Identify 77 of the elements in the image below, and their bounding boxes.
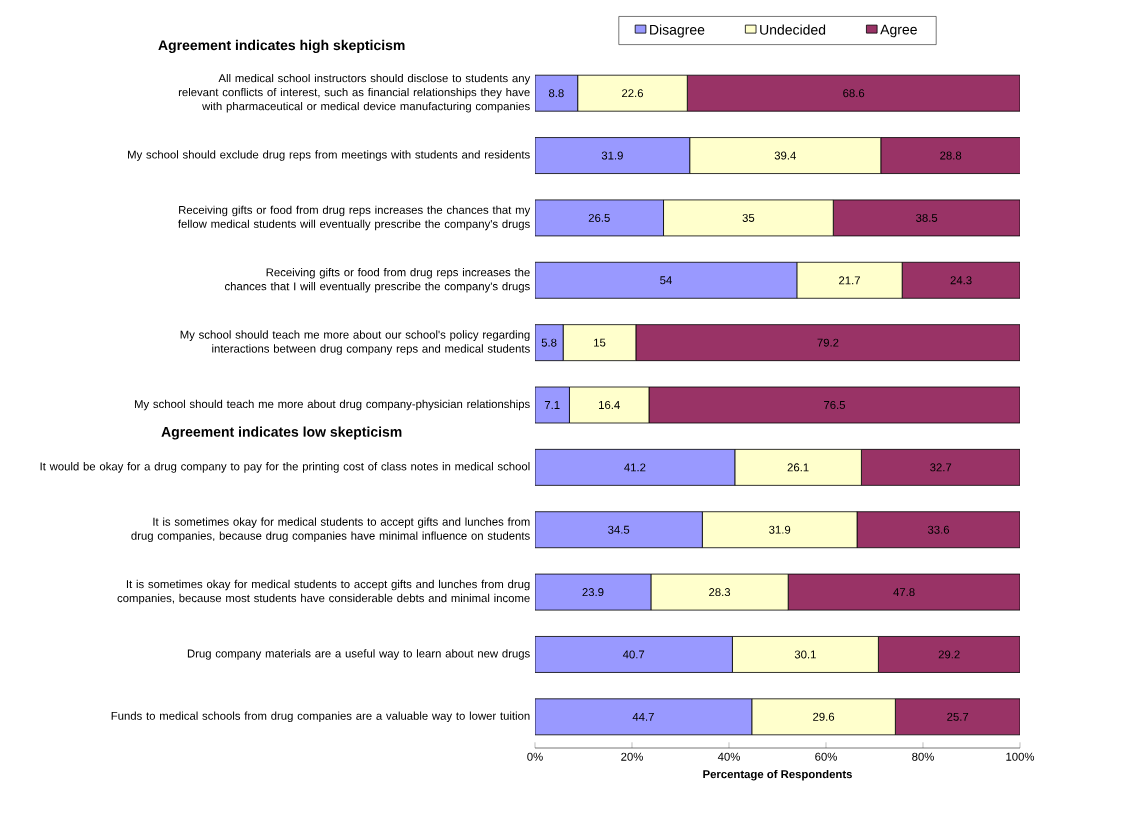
data-label: 33.6	[927, 525, 950, 534]
data-label: 30.1	[794, 650, 816, 659]
x-tick-label: 80%	[912, 752, 934, 761]
y-tick-label: My school should exclude drug reps from meetings with students and residents	[128, 150, 530, 161]
bar	[535, 511, 703, 549]
data-label: 28.3	[709, 588, 731, 597]
data-label: 41.2	[624, 463, 646, 472]
y-tick-label: It is sometimes okay for medical students to accept gifts and lunches from drug companies, because most students have considerable debts and minimal income	[117, 579, 530, 605]
y-tick-label: Funds to medical schools from drug companies are a valuable way to lower tuition	[111, 711, 530, 723]
bar	[880, 137, 1020, 174]
bar	[901, 261, 1020, 299]
data-label: 39.4	[774, 151, 796, 160]
data-label: 31.9	[769, 525, 791, 534]
bar	[535, 573, 652, 611]
data-label: 35	[742, 213, 755, 222]
y-tick-label: Drug company materials are a useful way to learn about new drugs	[187, 649, 530, 660]
bar	[535, 74, 579, 112]
data-label: 44.7	[632, 712, 654, 721]
y-tick-label: My school should teach me more about our school's policy regarding interactions between drug company reps and medical students	[180, 330, 530, 355]
data-label: 7.1	[544, 401, 560, 409]
bar	[877, 636, 1020, 673]
data-label: 28.8	[940, 151, 962, 160]
bar	[832, 199, 1020, 237]
bar	[856, 511, 1020, 549]
data-label: 40.7	[622, 650, 645, 659]
data-label: 24.3	[950, 276, 972, 285]
data-label: 76.5	[824, 400, 846, 409]
y-tick-label: All medical school instructors should disclose to students any relevant conflicts of interest, such as financial relationships they have with pharmaceutical or medical device manufacturing companies	[178, 73, 531, 113]
data-label: 16.4	[599, 400, 620, 409]
data-label: 34.5	[608, 525, 630, 534]
y-tick-label: Receiving gifts or food from drug reps increases the chances that I will eventually prescribe the company's drugs	[224, 267, 530, 293]
data-label: 22.6	[622, 89, 644, 98]
x-tick-label: 0%	[527, 752, 543, 761]
bar	[535, 448, 736, 486]
bar	[787, 573, 1020, 611]
data-label: 47.8	[893, 588, 915, 597]
bar	[535, 636, 733, 673]
data-label: 23.9	[582, 588, 604, 597]
data-label: 38.5	[916, 213, 938, 222]
data-label: 79.2	[817, 338, 839, 347]
data-label: 21.7	[839, 276, 860, 285]
bar	[535, 261, 798, 299]
data-label: 54	[660, 276, 672, 285]
text: Agreement indicates high skepticism	[158, 39, 405, 53]
data-label: 26.5	[588, 213, 610, 222]
bar	[861, 448, 1020, 486]
data-label: 32.7	[930, 463, 952, 472]
data-label: 31.9	[601, 151, 623, 160]
data-label: 8.8	[548, 89, 564, 98]
text: Agreement indicates low skepticism	[161, 426, 402, 440]
x-tick-label: 100%	[1006, 752, 1035, 761]
data-label: 68.6	[843, 89, 865, 98]
bar	[650, 573, 789, 611]
legend-label: Disagree	[650, 24, 705, 38]
data-label: 29.6	[813, 712, 835, 721]
x-tick-label: 60%	[815, 752, 837, 761]
legend-label: Agree	[880, 24, 917, 38]
y-tick-label: Receiving gifts or food from drug reps increases the chances that my fellow medical students will eventually prescribe the company's drugs	[178, 205, 531, 231]
bar	[535, 137, 691, 174]
y-tick-label: My school should teach me more about drug company-physician relationships	[134, 399, 530, 411]
bar	[648, 386, 1020, 424]
y-tick-label: It is sometimes okay for medical students to accept gifts and lunches from drug companies, because drug companies have minimal influence on students	[131, 517, 530, 542]
x-axis-title: Percentage of Respondents	[703, 769, 852, 781]
bar	[535, 199, 664, 237]
x-tick-label: 40%	[717, 752, 740, 761]
data-label: 15	[594, 338, 606, 347]
legend-label: Undecided	[760, 24, 826, 35]
data-label: 26.1	[787, 463, 809, 472]
bar	[894, 698, 1020, 736]
bar	[635, 324, 1020, 362]
y-tick-label: It would be okay for a drug company to pay for the printing cost of class notes in medical school	[40, 462, 530, 473]
bar	[535, 698, 753, 736]
bar	[686, 74, 1020, 112]
data-label: 25.7	[947, 712, 969, 721]
x-tick-label: 20%	[621, 752, 643, 761]
data-label: 29.2	[938, 650, 960, 659]
data-label: 5.8	[541, 338, 557, 347]
